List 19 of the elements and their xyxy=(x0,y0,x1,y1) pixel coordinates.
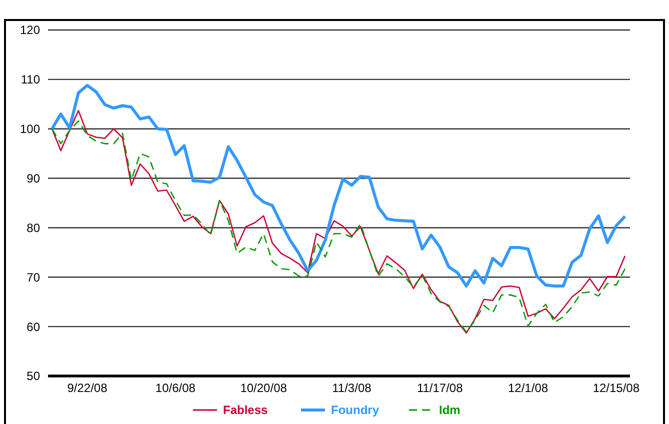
y-tick-label: 80 xyxy=(26,220,40,235)
y-tick-label: 120 xyxy=(20,23,40,38)
line-series xyxy=(50,84,626,288)
x-tick-label: 11/17/08 xyxy=(416,381,464,395)
legend-label: Foundry xyxy=(331,403,380,418)
legend-label: Fabless xyxy=(223,403,268,418)
y-tick-label: 60 xyxy=(26,320,40,334)
x-tick-label: 9/22/08 xyxy=(67,381,108,395)
x-tick-label: 10/20/08 xyxy=(240,381,288,395)
y-tick-label: 90 xyxy=(26,171,40,186)
x-tick-label: 12/15/08 xyxy=(592,381,640,395)
y-tick-label: 110 xyxy=(20,72,40,87)
x-tick-label: 12/1/08 xyxy=(508,381,548,395)
legend-label: Idm xyxy=(439,403,460,418)
y-tick-label: 70 xyxy=(26,270,40,284)
x-tick-label: 11/3/08 xyxy=(332,381,372,395)
x-tick-label: 10/6/08 xyxy=(155,381,196,395)
y-tick-label: 100 xyxy=(20,122,40,136)
y-tick-label: 50 xyxy=(26,369,40,384)
